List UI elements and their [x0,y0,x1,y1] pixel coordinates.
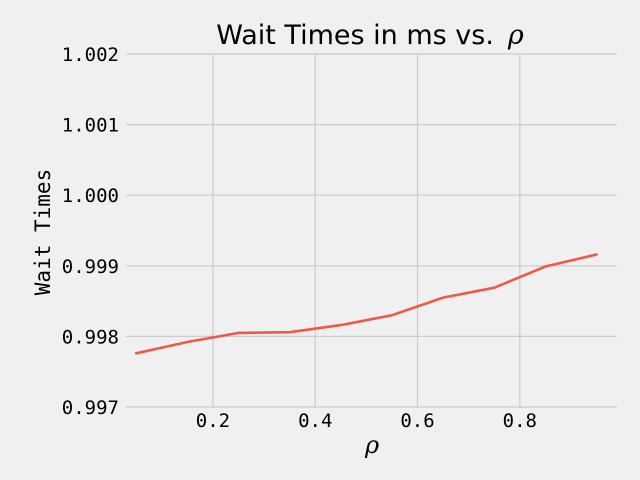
grid [126,53,617,408]
y-tick-label: 0.999 [62,256,119,278]
x-tick-label: 0.6 [400,410,434,432]
x-tick-label: 0.8 [503,410,537,432]
y-tick-label: 1.002 [62,44,119,66]
chart-title-symbol: ρ [507,20,524,51]
x-axis-ticks: 0.2 0.4 0.6 0.8 [196,410,537,432]
y-axis-ticks: 0.997 0.998 0.999 1.000 1.001 1.002 [62,44,119,419]
y-tick-label: 0.998 [62,326,119,348]
x-tick-label: 0.4 [298,410,332,432]
chart-title: Wait Times in ms vs. ρ [216,20,524,51]
x-axis-label: ρ [364,431,379,459]
y-tick-label: 0.997 [62,397,119,419]
series-layer [134,253,598,355]
series-line [134,253,598,355]
y-tick-label: 1.001 [62,115,119,137]
y-axis-label: Wait Times [31,169,55,295]
chart-title-text: Wait Times in ms vs. [216,20,494,51]
y-tick-label: 1.000 [62,185,119,207]
x-tick-label: 0.2 [196,410,230,432]
